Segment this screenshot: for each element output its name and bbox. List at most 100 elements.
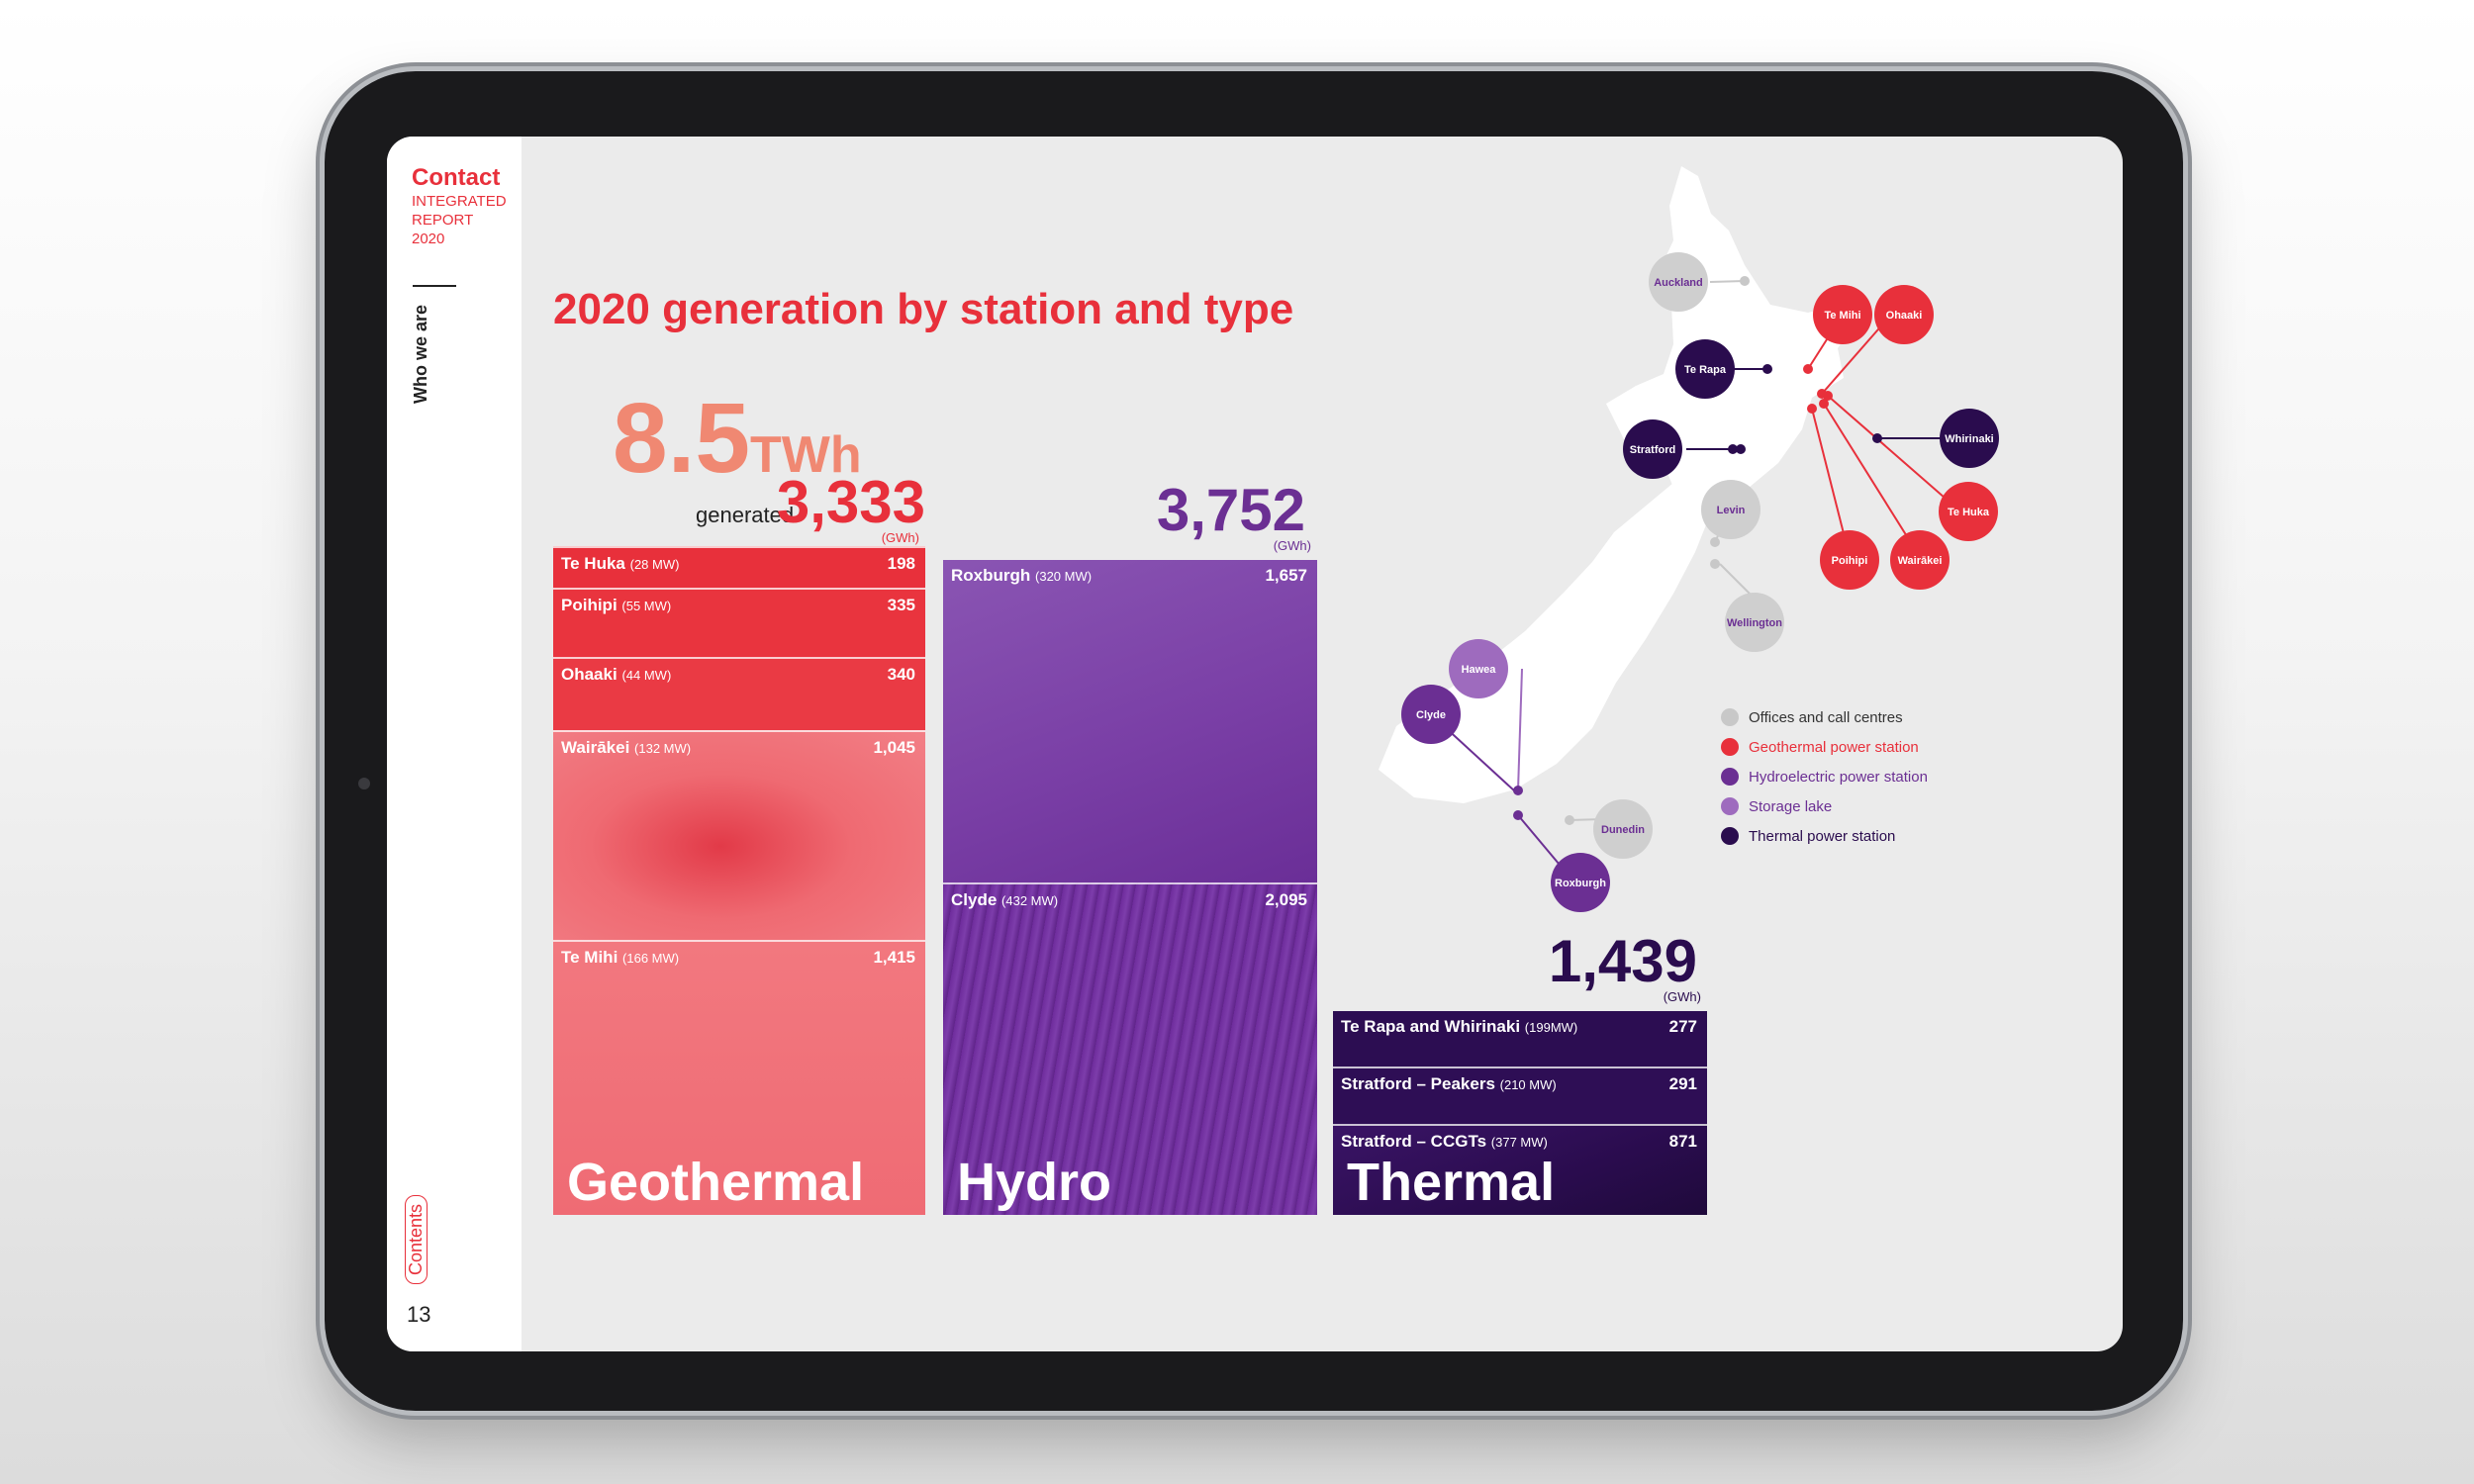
thermal-column: 1,439 (GWh) Te Rapa and Whirinaki (199MW… (1333, 932, 1707, 1215)
station-value: 335 (887, 596, 915, 614)
total-unit: TWh (750, 426, 862, 484)
station-value: 291 (1668, 1074, 1697, 1093)
svg-text:Clyde: Clyde (1416, 709, 1446, 721)
brand-name: Contact (412, 164, 501, 191)
svg-text:Te Huka: Te Huka (1948, 507, 1990, 518)
station-poihipi[interactable]: Poihipi (55 MW) 335 (553, 588, 925, 657)
nz-station-map: Auckland Te Mihi Ohaaki Te Rapa Stratfor… (1379, 166, 1999, 912)
station-name: Wairākei (132 MW) (561, 738, 692, 757)
station-name: Clyde (432 MW) (951, 890, 1059, 909)
map-node-hawea[interactable]: Hawea (1449, 639, 1508, 698)
station-ohaaki[interactable]: Ohaaki (44 MW) 340 (553, 657, 925, 730)
map-node-clyde[interactable]: Clyde (1401, 685, 1461, 744)
station-wairakei[interactable]: Wairākei (132 MW) 1,045 (553, 730, 925, 940)
map-node-stratford[interactable]: Stratford (1623, 419, 1682, 479)
svg-text:Te Mihi: Te Mihi (1824, 310, 1860, 322)
svg-text:Roxburgh: Roxburgh (1555, 878, 1606, 889)
map-node-poihipi[interactable]: Poihipi (1820, 530, 1879, 590)
page-number: 13 (407, 1302, 431, 1327)
svg-text:Whirinaki: Whirinaki (1945, 433, 1994, 445)
svg-text:Wairākei: Wairākei (1898, 555, 1943, 567)
legend-label: Hydroelectric power station (1749, 768, 1928, 786)
map-station-dots (1513, 276, 1882, 825)
station-name: Stratford – Peakers (210 MW) (1341, 1074, 1557, 1093)
station-stratford-ccgts[interactable]: Stratford – CCGTs (377 MW) 871 (1333, 1124, 1707, 1215)
svg-text:Wellington: Wellington (1727, 617, 1782, 629)
station-value: 1,045 (873, 738, 915, 757)
legend-label: Thermal power station (1749, 827, 1896, 845)
brand-line2: REPORT (412, 212, 474, 229)
hydro-unit: (GWh) (1273, 538, 1311, 553)
sidebar: Contact INTEGRATED REPORT 2020 Who we ar… (387, 137, 522, 1351)
legend-label: Storage lake (1749, 797, 1833, 815)
legend-label: Offices and call centres (1749, 708, 1903, 726)
station-value: 340 (887, 665, 915, 684)
map-node-te-rapa[interactable]: Te Rapa (1675, 339, 1735, 399)
station-value: 871 (1668, 1132, 1697, 1151)
contents-button[interactable]: Contents (405, 1194, 428, 1284)
geothermal-total: 3,333 (776, 469, 925, 535)
station-name: Te Mihi (166 MW) (561, 948, 680, 967)
brand[interactable]: Contact INTEGRATED REPORT 2020 (412, 164, 507, 248)
camera-dot (358, 778, 370, 789)
report-page: Contact INTEGRATED REPORT 2020 Who we ar… (387, 137, 2123, 1351)
station-stratford-peakers[interactable]: Stratford – Peakers (210 MW) 291 (1333, 1067, 1707, 1124)
map-node-auckland[interactable]: Auckland (1649, 252, 1708, 312)
geothermal-column: 3,333 (GWh) Te Huka (28 MW) 198 Poihipi … (553, 473, 925, 1215)
map-node-ohaaki[interactable]: Ohaaki (1874, 285, 1934, 344)
station-value: 198 (887, 554, 915, 573)
map-node-levin[interactable]: Levin (1701, 480, 1760, 539)
page-title: 2020 generation by station and type (553, 285, 1294, 333)
total-generation: 8.5TWh (613, 389, 862, 505)
legend-label: Geothermal power station (1749, 738, 1919, 756)
svg-text:Auckland: Auckland (1654, 277, 1703, 289)
station-clyde[interactable]: Clyde (432 MW) 2,095 (943, 882, 1317, 1215)
legend-dot (1721, 708, 1739, 726)
hydro-column: 3,752 (GWh) Roxburgh (320 MW) 1,657 Clyd… (943, 481, 1317, 1215)
total-value: 8.5 (613, 383, 751, 494)
station-te-huka[interactable]: Te Huka (28 MW) 198 (553, 546, 925, 588)
total-label: generated (696, 503, 795, 527)
section-tab-who-we-are[interactable]: Who we are (411, 304, 430, 404)
geothermal-unit: (GWh) (881, 530, 919, 545)
station-value: 277 (1668, 1017, 1697, 1036)
svg-text:Stratford: Stratford (1630, 444, 1675, 456)
map-node-wellington[interactable]: Wellington (1725, 593, 1784, 652)
station-te-rapa-whirinaki[interactable]: Te Rapa and Whirinaki (199MW) 277 (1333, 1011, 1707, 1067)
map-node-wairakei[interactable]: Wairākei (1890, 530, 1950, 590)
station-roxburgh[interactable]: Roxburgh (320 MW) 1,657 (943, 560, 1317, 882)
map-node-te-huka[interactable]: Te Huka (1939, 482, 1998, 541)
brand-line3: 2020 (412, 231, 445, 247)
station-value: 1,415 (873, 948, 915, 967)
legend-dot (1721, 768, 1739, 786)
type-label-geothermal: Geothermal (567, 1153, 865, 1212)
svg-text:Levin: Levin (1717, 505, 1746, 516)
station-value: 1,657 (1265, 566, 1307, 585)
south-island-shape (1379, 463, 1711, 803)
type-label-hydro: Hydro (957, 1153, 1112, 1212)
legend-dot (1721, 797, 1739, 815)
legend-dot (1721, 827, 1739, 845)
brand-line1: INTEGRATED (412, 193, 507, 210)
thermal-total: 1,439 (1548, 928, 1697, 994)
map-node-dunedin[interactable]: Dunedin (1593, 799, 1653, 859)
station-name: Roxburgh (320 MW) (951, 566, 1093, 585)
map-node-te-mihi[interactable]: Te Mihi (1813, 285, 1872, 344)
map-node-roxburgh[interactable]: Roxburgh (1551, 853, 1610, 912)
station-name: Stratford – CCGTs (377 MW) (1341, 1132, 1548, 1151)
svg-text:Dunedin: Dunedin (1601, 824, 1645, 836)
legend-item-geothermal: Geothermal power station (1721, 732, 1928, 762)
map-node-whirinaki[interactable]: Whirinaki (1940, 409, 1999, 468)
station-name: Te Rapa and Whirinaki (199MW) (1341, 1017, 1578, 1036)
north-island-shape (1606, 166, 1854, 507)
svg-text:Poihipi: Poihipi (1832, 555, 1868, 567)
svg-text:Ohaaki: Ohaaki (1886, 310, 1923, 322)
legend-item-offices: Offices and call centres (1721, 702, 1928, 732)
legend-dot (1721, 738, 1739, 756)
svg-text:Te Rapa: Te Rapa (1684, 364, 1727, 376)
station-te-mihi[interactable]: Te Mihi (166 MW) 1,415 (553, 940, 925, 1215)
legend-item-storage: Storage lake (1721, 791, 1928, 821)
sidebar-divider (413, 285, 456, 287)
svg-text:Hawea: Hawea (1462, 664, 1497, 676)
station-value: 2,095 (1265, 890, 1307, 909)
